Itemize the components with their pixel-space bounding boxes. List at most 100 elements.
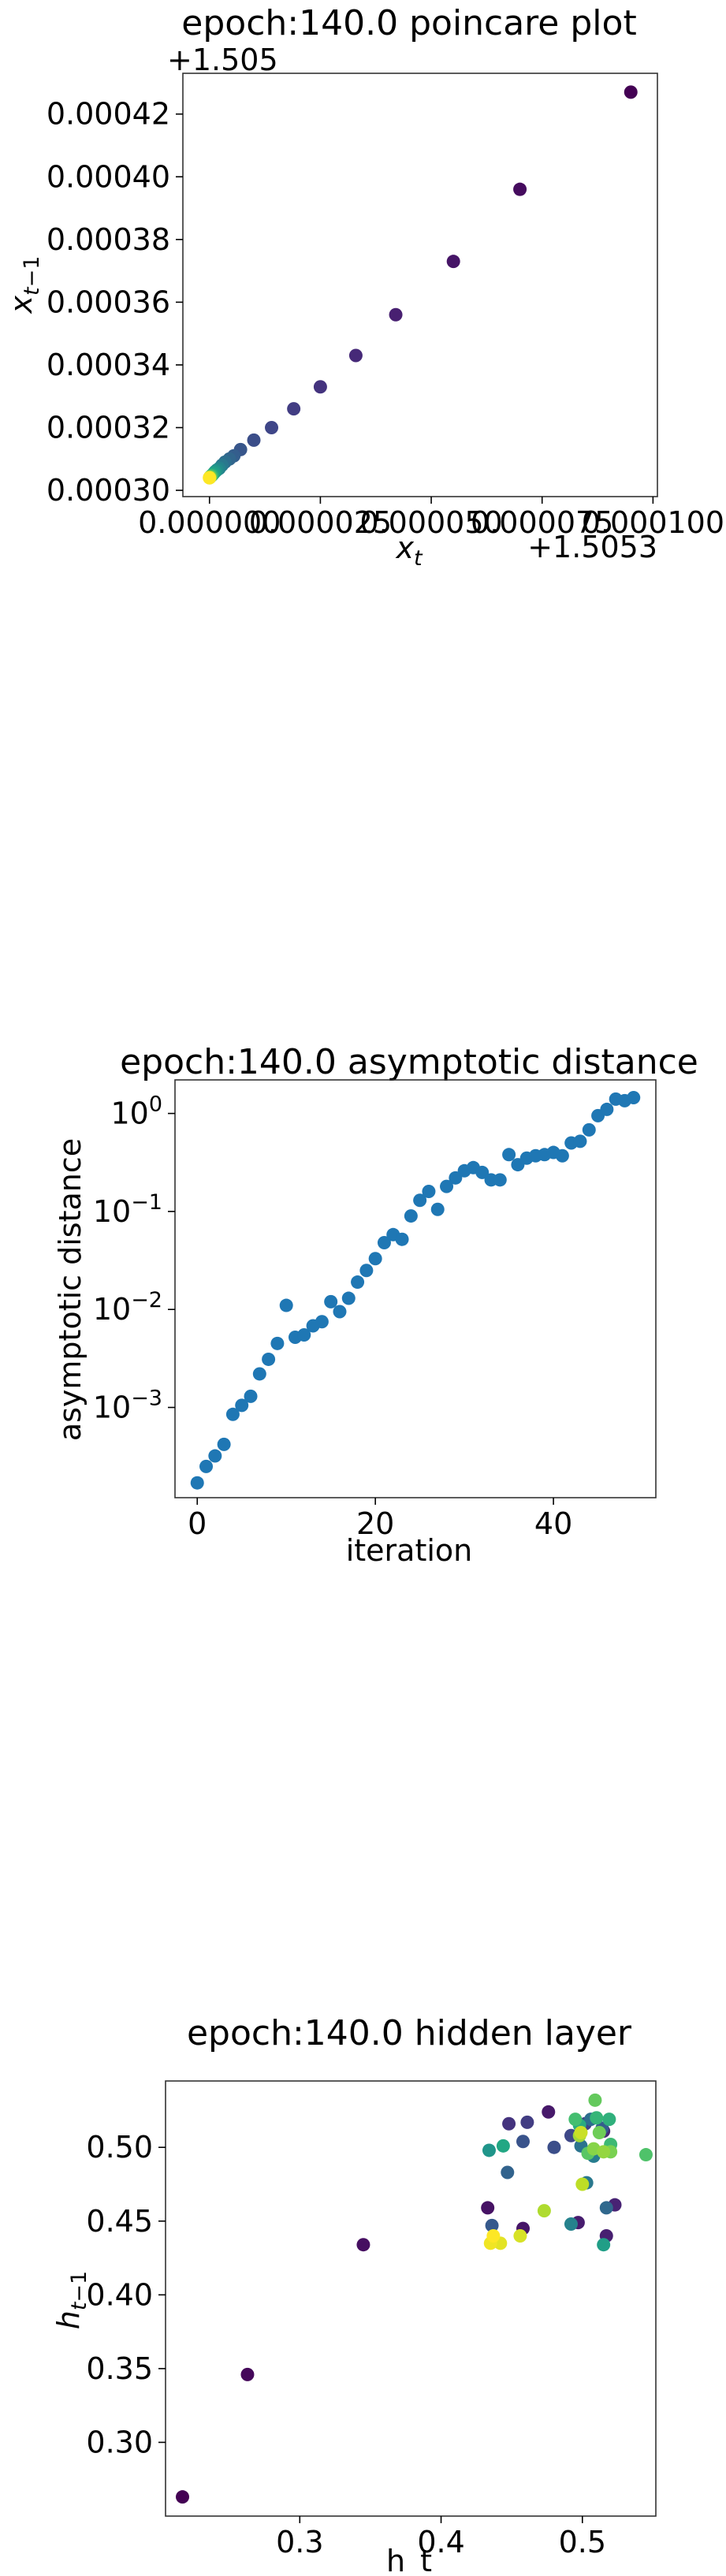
data-point [568, 2113, 583, 2127]
y-tick-label: 0.45 [86, 2204, 153, 2239]
chart-title: epoch:140.0 asymptotic distance [120, 1042, 698, 1082]
data-point [333, 1305, 347, 1319]
data-point [597, 2238, 611, 2252]
x-tick-label: 0.4 [417, 2525, 464, 2559]
data-point [575, 2177, 590, 2191]
x-tick-label: 0.000025 [249, 505, 392, 540]
data-point [252, 1367, 266, 1381]
data-point [440, 1179, 454, 1193]
chart-title: epoch:140.0 poincare plot [181, 3, 636, 43]
data-point [513, 182, 527, 196]
data-point [639, 2148, 653, 2162]
x-tick-label: 0.5 [559, 2525, 606, 2559]
data-point [203, 471, 217, 485]
data-point [190, 1476, 204, 1490]
data-point [520, 2115, 534, 2129]
y-tick-label: 0.00032 [47, 410, 170, 445]
data-point [582, 1122, 596, 1137]
data-point [624, 85, 638, 99]
y-tick-label: 10−2 [93, 1288, 162, 1327]
data-point [351, 1275, 365, 1290]
data-point [449, 1171, 463, 1185]
data-point [501, 2165, 515, 2180]
data-point [262, 1352, 276, 1366]
x-tick-label: 0 [188, 1506, 207, 1541]
y-offset-label: +1.505 [167, 43, 278, 77]
data-point [348, 348, 363, 363]
data-point [475, 1165, 490, 1179]
y-tick-label: 0.00036 [47, 285, 170, 319]
data-point [279, 1298, 293, 1312]
data-point [502, 1148, 516, 1162]
y-tick-label: 0.40 [86, 2277, 153, 2312]
data-point [573, 1134, 587, 1148]
y-tick-label: 0.35 [86, 2351, 153, 2386]
data-point [389, 307, 403, 322]
data-point [270, 1336, 285, 1350]
x-axis-label: xt [395, 530, 423, 571]
data-point [485, 2218, 499, 2232]
data-point [422, 1185, 436, 1199]
data-point [377, 1236, 391, 1250]
data-point [240, 2367, 255, 2381]
data-point [602, 2113, 616, 2127]
data-point [359, 1264, 374, 1278]
y-tick-label: 0.50 [86, 2130, 153, 2165]
data-point [368, 1252, 382, 1266]
data-point [297, 1327, 311, 1342]
data-point [446, 255, 460, 269]
y-tick-label: 0.00030 [47, 473, 170, 508]
data-point [225, 1407, 240, 1421]
y-tick-label: 100 [110, 1093, 162, 1131]
y-tick-label: 0.00038 [47, 222, 170, 257]
data-point [208, 1449, 222, 1463]
data-point [247, 433, 261, 447]
y-axis-label: ht−1 [51, 2271, 91, 2330]
data-point [599, 2201, 613, 2215]
data-point [537, 2204, 551, 2218]
x-offset-label: +1.5053 [527, 530, 657, 564]
data-point [430, 1202, 445, 1216]
x-tick-label: 0.3 [276, 2525, 323, 2559]
data-point [176, 2490, 190, 2504]
data-point [265, 420, 279, 434]
data-point [542, 2105, 556, 2119]
data-point [592, 2125, 606, 2139]
data-point [564, 2217, 578, 2232]
plot-area [165, 2080, 657, 2517]
data-point [404, 1209, 418, 1223]
data-point [413, 1193, 427, 1208]
x-tick-label: 20 [356, 1506, 394, 1541]
data-point [482, 2143, 496, 2157]
data-point [395, 1232, 409, 1246]
data-point [590, 2111, 604, 2125]
data-point [588, 2093, 602, 2107]
x-tick-label: 0.000000 [138, 505, 281, 540]
x-tick-label: 0.000100 [582, 505, 724, 540]
plot-area [182, 73, 658, 497]
y-tick-label: 0.00042 [47, 97, 170, 132]
data-point [324, 1294, 338, 1308]
x-axis-label: iteration [346, 1533, 473, 1568]
data-point [235, 1398, 249, 1413]
data-point [555, 1148, 569, 1163]
data-point [496, 2139, 510, 2153]
data-point [493, 1173, 507, 1187]
data-point [244, 1389, 258, 1403]
data-point [313, 380, 327, 394]
x-axis-label: h_t [386, 2544, 432, 2576]
data-point [315, 1315, 329, 1329]
data-point [574, 2125, 588, 2139]
data-point [486, 2228, 501, 2243]
chart-title: epoch:140.0 hidden layer [187, 2013, 632, 2053]
y-axis-label: asymptotic distance [53, 1138, 87, 1441]
data-point [199, 1459, 214, 1473]
data-point [597, 2145, 611, 2159]
y-tick-label: 0.30 [86, 2425, 153, 2459]
x-tick-label: 0.000050 [359, 505, 502, 540]
plot-area [174, 1079, 657, 1498]
data-point [502, 2116, 516, 2131]
data-point [481, 2201, 495, 2215]
data-point [341, 1291, 356, 1305]
